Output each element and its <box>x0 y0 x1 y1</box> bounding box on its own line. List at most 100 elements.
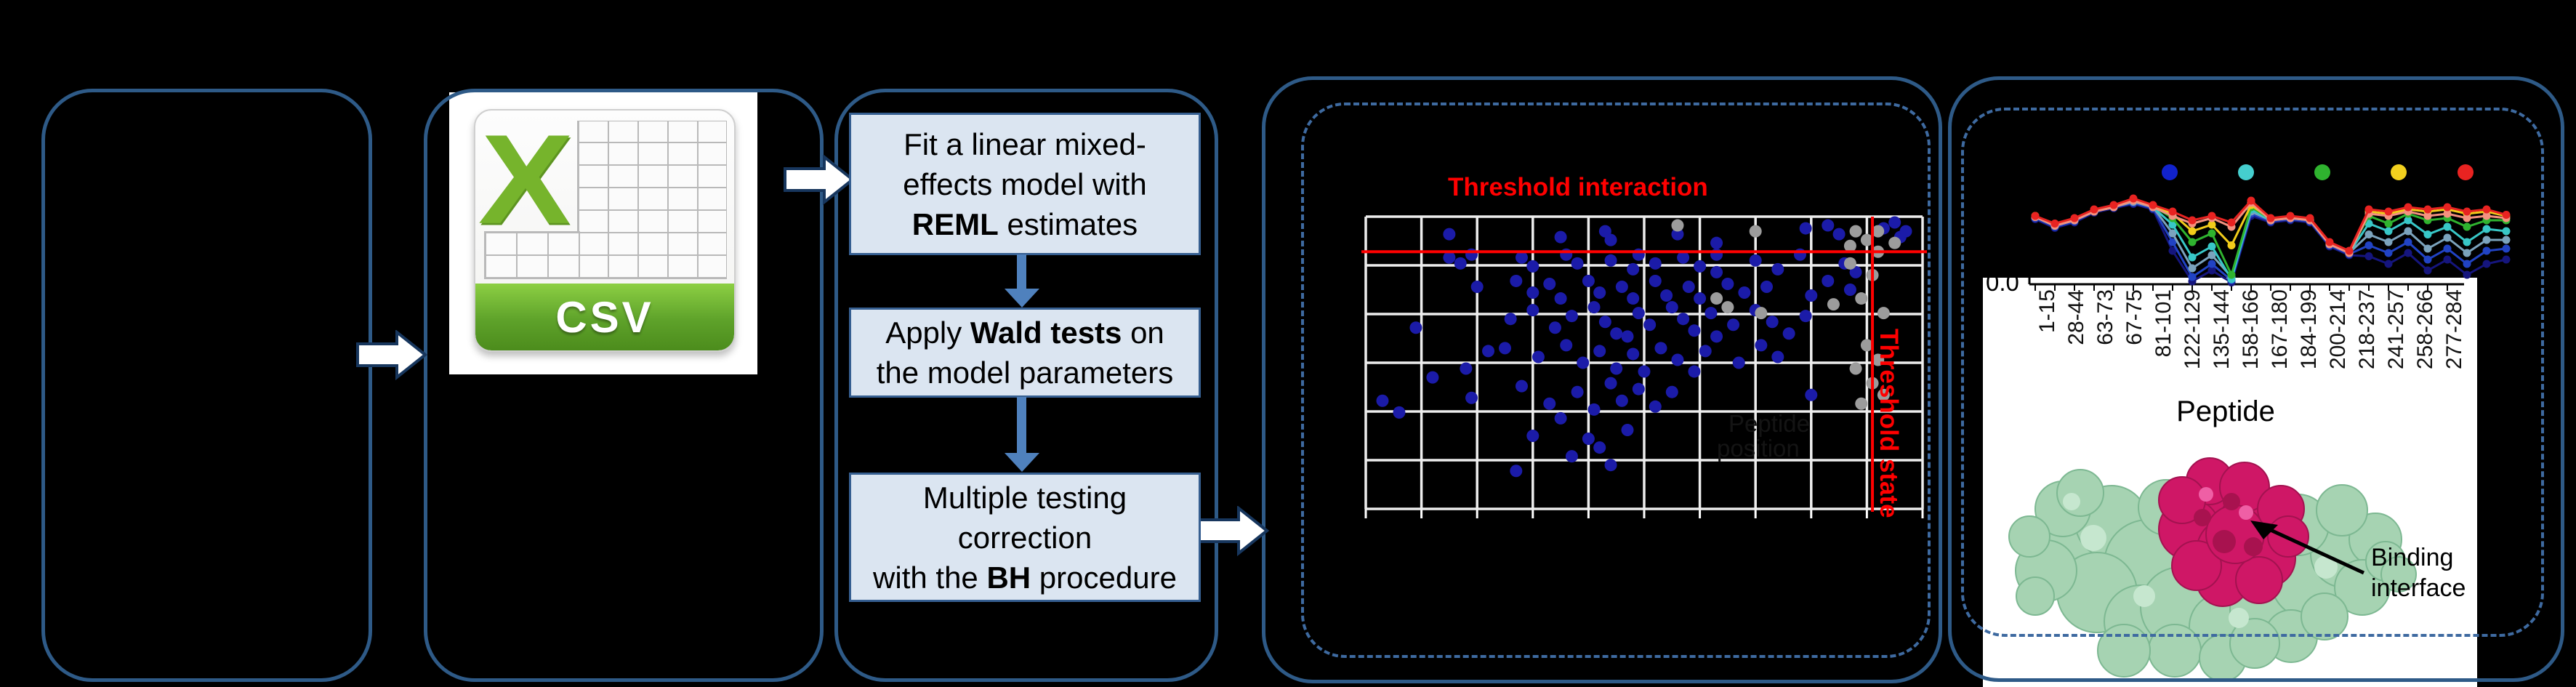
series-marker <box>2404 249 2412 257</box>
scatter-point-significant <box>1554 230 1567 244</box>
series-marker <box>2227 218 2236 227</box>
scatter-point-significant <box>1677 251 1690 264</box>
scatter-point-significant <box>1610 362 1623 375</box>
scatter-point-nonsignificant <box>1827 298 1840 311</box>
series-marker <box>2090 205 2098 214</box>
scatter-point-significant <box>1543 277 1556 290</box>
series-marker <box>2384 207 2393 216</box>
csv-image-block: X CSV <box>449 92 757 374</box>
series-marker <box>2345 246 2354 255</box>
flow-step-line: effects model with <box>903 166 1147 201</box>
series-marker <box>2502 244 2511 253</box>
scatter-point-significant <box>1822 274 1835 287</box>
series-marker <box>2031 212 2040 220</box>
scatter-point-nonsignificant <box>1860 233 1873 246</box>
scatter-point-significant <box>1565 450 1578 463</box>
scatter-point-nonsignificant <box>1860 339 1873 352</box>
scatter-point-significant <box>1832 228 1846 241</box>
scatter-point-nonsignificant <box>1888 236 1901 249</box>
series-marker <box>2502 236 2511 244</box>
scatter-point-nonsignificant <box>1710 292 1723 305</box>
scatter-point-significant <box>1426 371 1439 384</box>
flow-step-line: with the BH procedure <box>873 560 1177 595</box>
legend-dot-icon <box>2391 164 2407 180</box>
scatter-point-significant <box>1604 254 1617 267</box>
series-marker <box>2129 194 2138 203</box>
protein-surface-highlights <box>2063 493 2338 628</box>
scatter-point-significant <box>1694 292 1707 305</box>
scatter-point-significant <box>1604 459 1617 472</box>
series-marker <box>2463 260 2471 268</box>
series-marker <box>2149 201 2157 209</box>
flow-step-reml: Fit a linear mixed-effects model with REM… <box>849 113 1201 255</box>
spreadsheet-grid-icon <box>577 121 727 279</box>
scatter-point-significant <box>1649 257 1662 270</box>
scatter-point-significant <box>1822 219 1835 232</box>
scatter-point-significant <box>1621 423 1634 436</box>
scatter-point-significant <box>1771 350 1784 363</box>
series-marker <box>2227 241 2236 249</box>
scatter-point-significant <box>1621 330 1634 343</box>
y-axis-tick-0: 0.0 <box>1986 269 2019 296</box>
threshold-scatter-plot <box>1361 215 1927 518</box>
peptide-axis-title: Peptide <box>2176 395 2275 427</box>
scatter-point-significant <box>1510 465 1523 478</box>
series-marker <box>2168 238 2177 246</box>
scatter-point-significant <box>1376 394 1389 407</box>
series-marker <box>2443 203 2452 212</box>
series-marker <box>2207 251 2216 260</box>
scatter-point-significant <box>1888 216 1901 229</box>
series-marker <box>2384 260 2393 268</box>
binding-interface-label-line1: Binding <box>2371 544 2454 571</box>
scatter-point-nonsignificant <box>1843 257 1856 270</box>
series-marker <box>2423 230 2432 238</box>
scatter-point-significant <box>1665 385 1678 398</box>
scatter-point-significant <box>1643 318 1657 332</box>
flow-arrow-1-icon <box>356 330 428 381</box>
scatter-point-significant <box>1499 342 1511 355</box>
peptide-surface-highlights <box>2199 487 2253 520</box>
flow-step-line: correction <box>957 520 1092 555</box>
peptide-visualization-dashed-border <box>1961 108 2544 637</box>
scatter-point-significant <box>1593 345 1606 358</box>
scatter-point-nonsignificant <box>1872 353 1885 366</box>
scatter-point-significant <box>1760 280 1774 293</box>
scatter-point-significant <box>1554 411 1567 425</box>
scatter-point-significant <box>1465 391 1478 404</box>
deuteration-line-chart <box>2028 164 2511 291</box>
series-marker <box>2463 222 2471 231</box>
series-marker <box>2207 229 2216 238</box>
scatter-point-significant <box>1565 310 1578 323</box>
binding-interface-arrow-icon <box>2250 521 2365 575</box>
scatter-point-significant <box>1732 356 1745 369</box>
threshold-state-label: Threshold state <box>1875 329 1903 518</box>
flow-step-line: Apply Wald tests on <box>885 316 1164 350</box>
scatter-point-significant <box>1638 365 1651 378</box>
flow-connector-2-arrowhead-icon <box>1005 453 1039 472</box>
scatter-point-significant <box>1755 339 1768 352</box>
series-marker <box>2168 220 2177 229</box>
series-marker <box>2384 227 2393 236</box>
legend-dot-icon <box>2314 164 2330 180</box>
series-marker <box>2325 238 2334 246</box>
scatter-point-significant <box>1571 385 1584 398</box>
scatter-point-significant <box>1710 330 1723 343</box>
series-marker <box>2443 244 2452 253</box>
series-marker <box>2207 212 2216 220</box>
series-marker <box>2482 236 2491 244</box>
scatter-point-significant <box>1548 321 1561 334</box>
series-marker <box>2050 220 2059 228</box>
series-marker <box>2188 216 2197 225</box>
scatter-point-nonsignificant <box>1749 225 1762 238</box>
scatter-point-significant <box>1688 324 1701 337</box>
scatter-point-significant <box>1409 321 1422 334</box>
series-marker <box>2364 205 2373 214</box>
series-marker <box>2306 214 2314 222</box>
scatter-point-significant <box>1766 316 1779 329</box>
flow-step-line: Fit a linear mixed- <box>903 126 1146 161</box>
series-marker <box>2188 253 2197 262</box>
statistical-analysis-panel <box>834 89 1218 682</box>
flow-connector-2 <box>1017 397 1026 454</box>
series-marker <box>2404 216 2412 225</box>
